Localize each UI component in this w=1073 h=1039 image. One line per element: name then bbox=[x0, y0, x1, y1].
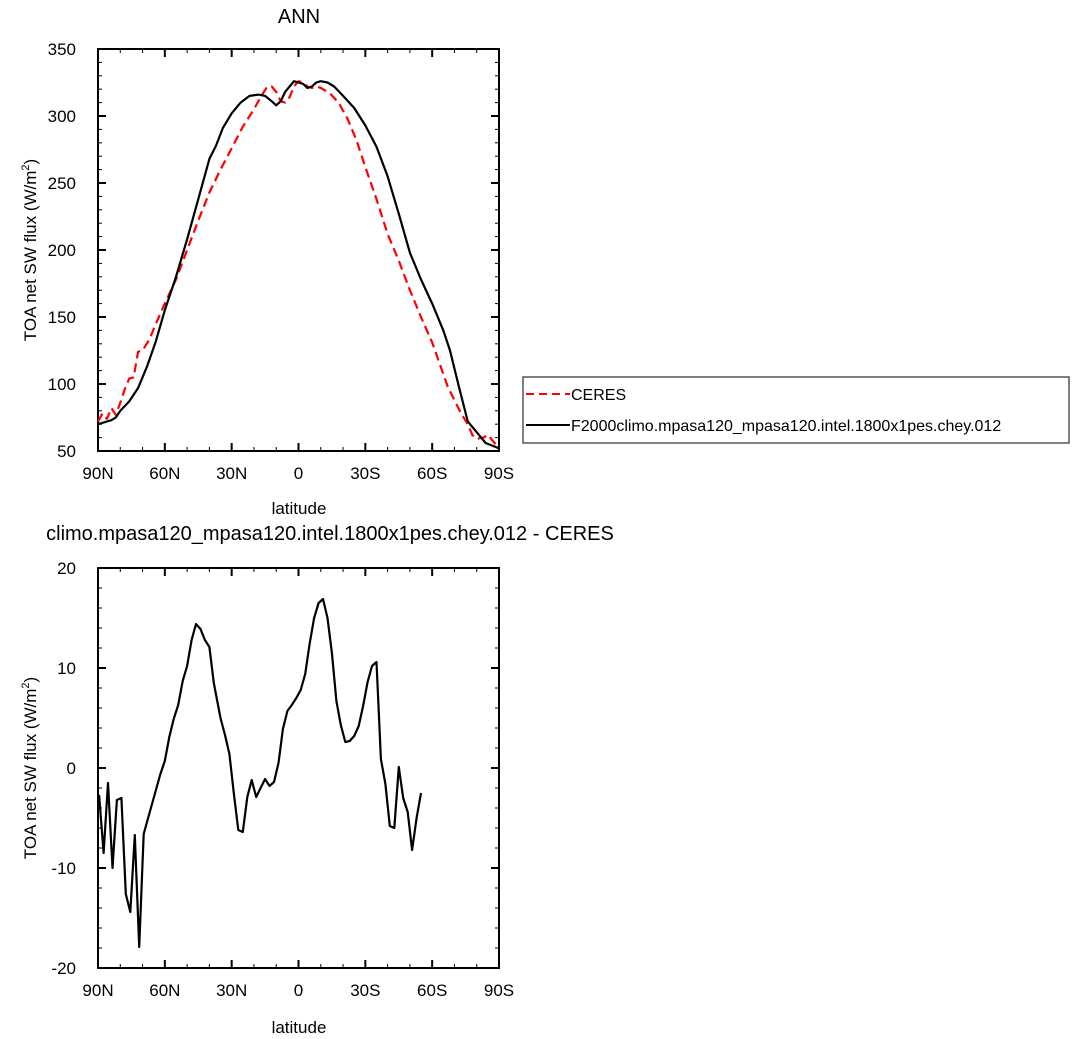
legend-model-label: F2000climo.mpasa120_mpasa120.intel.1800x… bbox=[571, 418, 1001, 435]
top-y-tick-label: 50 bbox=[57, 442, 76, 461]
top-series-line-2 bbox=[97, 80, 500, 450]
bottom-panel: climo.mpasa120_mpasa120.intel.1800x1pes.… bbox=[20, 523, 614, 1037]
bottom-x-axis-label: latitude bbox=[272, 1018, 327, 1037]
top-y-tick-label: 300 bbox=[48, 107, 76, 126]
top-chart-title: ANN bbox=[278, 6, 320, 28]
top-plot-frame bbox=[97, 48, 500, 452]
bottom-series-line-1 bbox=[98, 597, 423, 949]
top-x-axis-label: latitude bbox=[272, 499, 327, 518]
top-y-tick-label: 250 bbox=[48, 174, 76, 193]
bottom-x-tick-label: 90N bbox=[82, 981, 113, 1000]
top-x-tick-label: 30N bbox=[216, 464, 247, 483]
bottom-y-tick-label: 10 bbox=[57, 659, 76, 678]
top-series-line-1 bbox=[97, 80, 500, 450]
top-y-axis-label: TOA net SW flux (W/m2) bbox=[20, 159, 40, 341]
top-x-tick-label: 0 bbox=[294, 464, 303, 483]
top-y-tick-label: 150 bbox=[48, 308, 76, 327]
legend-ceres-label: CERES bbox=[571, 387, 626, 404]
bottom-x-tick-label: 60S bbox=[417, 981, 447, 1000]
bottom-y-tick-label: 0 bbox=[67, 759, 76, 778]
bottom-plot-frame bbox=[97, 567, 500, 969]
top-y-tick-label: 200 bbox=[48, 241, 76, 260]
top-x-tick-label: 60S bbox=[417, 464, 447, 483]
bottom-x-tick-label: 0 bbox=[294, 981, 303, 1000]
top-panel: ANN 50 100 150 200 250 300 350 90N 60N 30N 0 30S 60S… bbox=[20, 6, 514, 518]
top-plot-area: 50 100 150 200 250 300 350 90N 60N 30N 0 30S 60S 90S bbox=[48, 40, 515, 483]
legend: CERES F2000climo.mpasa120_mpasa120.intel… bbox=[522, 376, 1070, 444]
bottom-y-tick-label: -10 bbox=[51, 859, 76, 878]
top-x-tick-label: 90S bbox=[484, 464, 514, 483]
bottom-y-tick-label: -20 bbox=[51, 959, 76, 978]
bottom-x-tick-label: 30S bbox=[350, 981, 380, 1000]
bottom-x-tick-label: 30N bbox=[216, 981, 247, 1000]
top-x-tick-label: 30S bbox=[350, 464, 380, 483]
top-y-tick-label: 350 bbox=[48, 40, 76, 59]
bottom-x-tick-label: 60N bbox=[149, 981, 180, 1000]
bottom-plot-area: -20 -10 0 10 20 90N 60N 30N 0 30S 60S 90S bbox=[51, 559, 514, 1000]
top-x-tick-label: 90N bbox=[82, 464, 113, 483]
top-x-tick-label: 60N bbox=[149, 464, 180, 483]
top-y-tick-label: 100 bbox=[48, 375, 76, 394]
bottom-chart-title: climo.mpasa120_mpasa120.intel.1800x1pes.… bbox=[46, 523, 614, 545]
legend-box bbox=[522, 376, 1070, 444]
bottom-x-tick-label: 90S bbox=[484, 981, 514, 1000]
bottom-y-axis-label: TOA net SW flux (W/m2) bbox=[20, 677, 40, 859]
bottom-y-tick-label: 20 bbox=[57, 559, 76, 578]
